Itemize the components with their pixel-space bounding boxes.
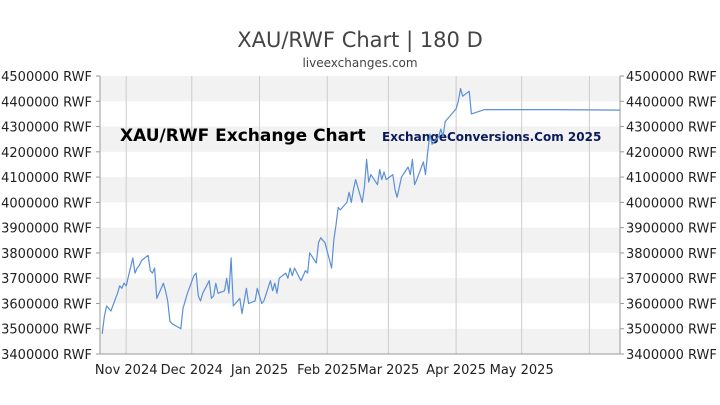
grid-band: [100, 126, 620, 152]
grid-band: [100, 227, 620, 253]
y-tick-label-right: 3800000 RWF: [626, 247, 717, 262]
series-group: [101, 87, 621, 334]
y-tick-label-right: 4500000 RWF: [626, 70, 717, 85]
chart-subtitle: liveexchanges.com: [302, 56, 417, 70]
axes: [99, 76, 621, 355]
x-tick-label: Jan 2025: [230, 363, 288, 378]
x-tick-label: Nov 2024: [95, 363, 158, 378]
y-tick-label-left: 3600000 RWF: [1, 297, 92, 312]
x-tick-label: Feb 2025: [297, 363, 357, 378]
y-tick-label-right: 4100000 RWF: [626, 171, 717, 186]
vertical-gridlines: [125, 76, 590, 354]
y-tick-label-right: 3600000 RWF: [626, 297, 717, 312]
y-tick-label-right: 4000000 RWF: [626, 196, 717, 211]
grid-band: [100, 328, 620, 354]
series-line: [101, 87, 621, 334]
y-tick-label-right: 3900000 RWF: [626, 222, 717, 237]
grid-band: [100, 76, 620, 102]
grid-band: [100, 278, 620, 304]
y-tick-label-left: 4500000 RWF: [1, 70, 92, 85]
y-tick-label-left: 4300000 RWF: [1, 121, 92, 136]
y-axis-right-labels: 4500000 RWF 4400000 RWF 4300000 RWF 4200000…: [620, 70, 717, 363]
y-tick-label-left: 4400000 RWF: [1, 95, 92, 110]
y-tick-label-right: 3500000 RWF: [626, 323, 717, 338]
y-tick-label-left: 3900000 RWF: [1, 222, 92, 237]
y-tick-label-left: 3500000 RWF: [1, 323, 92, 338]
y-tick-label-left: 3800000 RWF: [1, 247, 92, 262]
x-tick-label: Dec 2024: [161, 363, 223, 378]
x-tick-label: Mar 2025: [358, 363, 420, 378]
y-tick-label-left: 4100000 RWF: [1, 171, 92, 186]
y-axis-left-labels: 4500000 RWF 4400000 RWF 4300000 RWF 4200000…: [1, 70, 100, 363]
y-tick-label-right: 4400000 RWF: [626, 95, 717, 110]
x-tick-label: May 2025: [490, 363, 554, 378]
chart-title: XAU/RWF Chart | 180 D: [237, 28, 483, 53]
y-tick-label-left: 4200000 RWF: [1, 146, 92, 161]
y-tick-label-left: 4000000 RWF: [1, 196, 92, 211]
y-tick-label-left: 3400000 RWF: [1, 348, 92, 363]
y-tick-label-right: 3700000 RWF: [626, 272, 717, 287]
y-tick-label-left: 3700000 RWF: [1, 272, 92, 287]
y-tick-label-right: 3400000 RWF: [626, 348, 717, 363]
grid-band: [100, 177, 620, 203]
grid-bands: [100, 76, 620, 354]
x-tick-label: Apr 2025: [426, 363, 486, 378]
y-tick-label-right: 4300000 RWF: [626, 121, 717, 136]
y-tick-label-right: 4200000 RWF: [626, 146, 717, 161]
x-axis-labels: Nov 2024 Dec 2024 Jan 2025 Feb 2025 Mar 2025…: [95, 363, 554, 378]
watermark-chart-name: XAU/RWF Exchange Chart: [120, 126, 366, 146]
watermark-site: ExchangeConversions.Com 2025: [382, 130, 601, 144]
